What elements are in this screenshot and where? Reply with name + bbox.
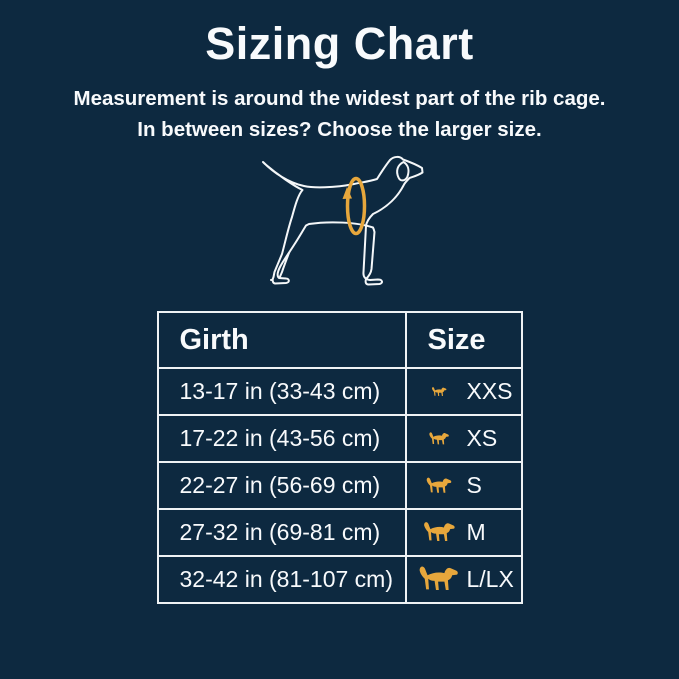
size-cell: XS xyxy=(404,414,523,463)
dog-outline-graphic xyxy=(261,155,423,286)
table-row: 27-32 in (69-81 cm) M xyxy=(156,508,523,557)
girth-band-icon xyxy=(345,176,366,236)
subtitle: Measurement is around the widest part of… xyxy=(74,83,606,145)
dog-measurement-illustration xyxy=(254,147,426,289)
girth-arrow-up-icon xyxy=(342,187,352,199)
size-column-header: Size xyxy=(404,311,523,369)
girth-value: 13-17 in (33-43 cm) xyxy=(179,378,381,404)
table-row: 13-17 in (33-43 cm) XXS xyxy=(156,367,523,416)
size-cell: S xyxy=(404,461,523,510)
dog-icon-llx xyxy=(413,564,467,595)
dog-silhouette-icon xyxy=(423,522,455,541)
size-value: XXS xyxy=(466,378,513,404)
subtitle-line-1: Measurement is around the widest part of… xyxy=(73,87,606,110)
size-value: S xyxy=(466,472,482,498)
dog-icon-m xyxy=(413,520,467,545)
subtitle-line-2: In between sizes? Choose the larger size… xyxy=(137,118,542,141)
size-cell: M xyxy=(404,508,523,557)
girth-value: 32-42 in (81-107 cm) xyxy=(179,566,394,592)
dog-icon-s xyxy=(413,476,467,496)
dog-silhouette-icon xyxy=(432,386,447,396)
size-table-head: Girth Size xyxy=(156,311,523,369)
girth-cell: 27-32 in (69-81 cm) xyxy=(156,508,407,557)
size-cell: XXS xyxy=(404,367,523,416)
dog-ear-icon xyxy=(395,161,409,182)
table-header-row: Girth Size xyxy=(156,311,523,369)
dog-icon-xs xyxy=(413,431,467,447)
table-row: 32-42 in (81-107 cm) L/LX xyxy=(156,555,523,604)
size-value: L/LX xyxy=(466,566,514,592)
size-value: M xyxy=(466,519,486,545)
girth-column-header: Girth xyxy=(156,311,407,369)
table-row: 17-22 in (43-56 cm) XS xyxy=(156,414,523,463)
size-table: Girth Size 13-17 in (33-43 cm) XXS 17-22 … xyxy=(156,311,523,604)
girth-cell: 22-27 in (56-69 cm) xyxy=(156,461,407,510)
size-cell: L/LX xyxy=(404,555,523,604)
girth-value: 22-27 in (56-69 cm) xyxy=(179,472,381,498)
girth-value: 27-32 in (69-81 cm) xyxy=(179,519,381,545)
dog-body-outline xyxy=(261,155,423,286)
girth-cell: 17-22 in (43-56 cm) xyxy=(156,414,407,463)
dog-silhouette-icon xyxy=(426,477,452,493)
girth-value: 17-22 in (43-56 cm) xyxy=(179,425,381,451)
girth-cell: 32-42 in (81-107 cm) xyxy=(156,555,407,604)
girth-cell: 13-17 in (33-43 cm) xyxy=(156,367,407,416)
dog-icon-xxs xyxy=(413,386,467,398)
table-row: 22-27 in (56-69 cm) S xyxy=(156,461,523,510)
size-table-body: 13-17 in (33-43 cm) XXS 17-22 in (43-56 c… xyxy=(156,367,523,604)
size-value: XS xyxy=(466,425,498,451)
dog-silhouette-icon xyxy=(429,431,449,444)
dog-silhouette-icon xyxy=(419,566,458,591)
page-title: Sizing Chart xyxy=(205,18,474,69)
